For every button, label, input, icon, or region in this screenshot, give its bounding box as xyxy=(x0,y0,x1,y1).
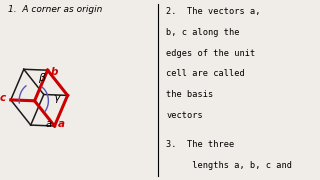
Text: a: a xyxy=(46,119,52,129)
Text: vectors: vectors xyxy=(166,111,203,120)
Text: b: b xyxy=(51,67,58,77)
Text: 1.  A corner as origin: 1. A corner as origin xyxy=(8,5,102,14)
Text: lengths a, b, c and: lengths a, b, c and xyxy=(166,161,292,170)
Text: b, c along the: b, c along the xyxy=(166,28,240,37)
Text: β: β xyxy=(38,73,45,83)
Text: the basis: the basis xyxy=(166,90,214,99)
Text: 3.  The three: 3. The three xyxy=(166,140,235,149)
Text: a: a xyxy=(58,119,65,129)
Text: cell are called: cell are called xyxy=(166,69,245,78)
Text: γ: γ xyxy=(53,93,60,103)
Text: 2.  The vectors a,: 2. The vectors a, xyxy=(166,7,261,16)
Text: c: c xyxy=(0,93,6,103)
Text: edges of the unit: edges of the unit xyxy=(166,49,256,58)
